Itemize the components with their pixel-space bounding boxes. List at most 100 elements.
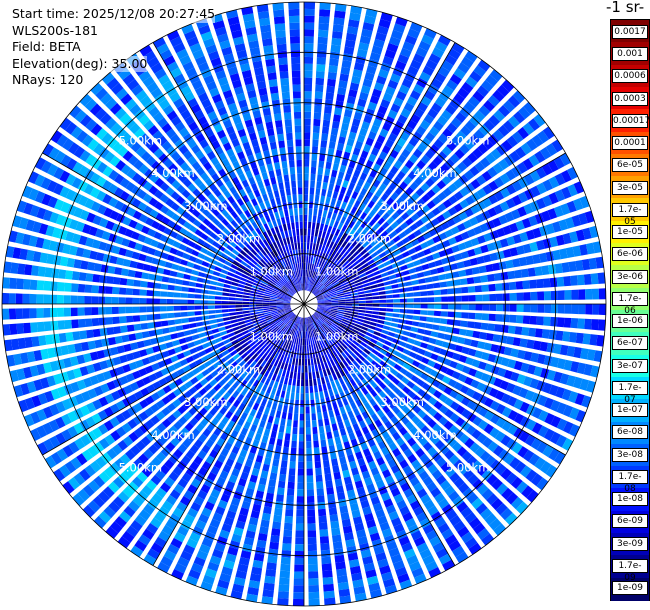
gate-cell xyxy=(209,356,218,364)
gate-cell xyxy=(292,249,296,257)
gate-cell xyxy=(147,125,159,136)
gate-cell xyxy=(492,129,505,142)
gate-cell xyxy=(307,550,318,558)
gate-cell xyxy=(550,356,560,368)
gate-cell xyxy=(191,234,200,243)
gate-cell xyxy=(260,360,267,368)
gate-cell xyxy=(148,143,160,154)
gate-cell xyxy=(22,233,32,246)
gate-cell xyxy=(150,392,161,402)
gate-cell xyxy=(100,383,110,394)
gate-cell xyxy=(365,304,373,307)
gate-cell xyxy=(216,204,225,213)
gate-cell xyxy=(278,280,285,286)
gate-cell xyxy=(241,500,251,510)
gate-cell xyxy=(159,193,169,204)
gate-cell xyxy=(114,107,127,120)
gate-cell xyxy=(413,83,425,95)
gate-cell xyxy=(342,375,349,383)
gate-cell xyxy=(529,241,539,252)
gate-cell xyxy=(62,481,75,495)
gate-cell xyxy=(290,288,296,294)
gate-cell xyxy=(253,363,260,371)
gate-cell xyxy=(334,339,341,347)
gate-cell xyxy=(296,502,304,510)
gate-cell xyxy=(312,257,316,265)
gate-cell xyxy=(105,97,118,110)
gate-cell xyxy=(284,296,292,300)
gate-cell xyxy=(444,485,456,497)
gate-cell xyxy=(424,90,436,101)
gate-cell xyxy=(304,242,307,250)
gate-cell xyxy=(351,295,359,299)
gate-cell xyxy=(189,172,199,182)
gate-cell xyxy=(454,304,462,310)
gate-cell xyxy=(439,163,450,174)
gate-cell xyxy=(399,314,407,319)
gate-cell xyxy=(337,297,345,300)
gate-cell xyxy=(63,295,71,304)
gate-cell xyxy=(321,347,327,355)
gate-cell xyxy=(372,502,383,512)
gate-cell xyxy=(2,292,10,304)
gate-cell xyxy=(354,140,363,150)
gate-cell xyxy=(424,350,433,358)
gate-cell xyxy=(488,387,499,398)
gate-cell xyxy=(488,194,499,205)
gate-cell xyxy=(355,451,363,460)
gate-cell xyxy=(380,415,389,424)
gate-cell xyxy=(238,349,246,356)
gate-cell xyxy=(516,292,524,301)
gate-cell xyxy=(312,426,318,435)
gate-cell xyxy=(107,481,120,494)
gate-cell xyxy=(281,453,289,461)
gate-cell xyxy=(267,72,277,81)
gate-cell xyxy=(60,154,72,167)
gate-cell xyxy=(253,246,260,253)
gate-cell xyxy=(310,392,314,400)
gate-cell xyxy=(55,214,66,226)
gate-cell xyxy=(173,223,182,232)
gate-cell xyxy=(403,275,411,281)
gate-cell xyxy=(402,362,411,370)
gate-cell xyxy=(455,130,467,142)
gate-cell xyxy=(374,82,385,92)
gate-cell xyxy=(180,161,190,172)
gate-cell xyxy=(278,57,288,66)
gate-cell xyxy=(465,76,478,88)
gate-cell xyxy=(359,91,369,101)
gate-cell xyxy=(267,191,274,200)
gate-cell xyxy=(453,93,465,105)
gate-cell xyxy=(306,475,314,483)
gate-cell xyxy=(320,549,331,558)
gate-cell xyxy=(328,256,334,264)
gate-cell xyxy=(401,270,410,276)
gate-cell xyxy=(211,240,220,248)
gate-cell xyxy=(177,556,190,568)
gate-cell xyxy=(434,225,444,234)
gate-cell xyxy=(274,344,280,352)
gate-cell xyxy=(308,316,312,324)
gate-cell xyxy=(280,362,285,370)
gate-cell xyxy=(8,308,17,320)
gate-cell xyxy=(145,347,154,355)
gate-cell xyxy=(238,478,247,487)
gate-cell xyxy=(328,316,335,321)
gate-cell xyxy=(149,173,160,184)
gate-cell xyxy=(433,412,443,422)
gate-cell xyxy=(358,344,366,351)
gate-cell xyxy=(176,501,188,512)
gate-cell xyxy=(247,400,255,408)
gate-cell xyxy=(585,288,593,300)
gate-cell xyxy=(143,339,152,347)
gate-cell xyxy=(314,392,319,400)
gate-cell xyxy=(348,182,356,191)
gate-cell xyxy=(55,432,67,445)
gate-cell xyxy=(391,377,400,386)
gate-cell xyxy=(290,314,296,320)
gate-cell xyxy=(586,349,596,361)
gate-cell xyxy=(450,226,460,235)
gate-cell xyxy=(72,331,81,341)
gate-cell xyxy=(324,473,332,482)
gate-cell xyxy=(477,143,489,155)
